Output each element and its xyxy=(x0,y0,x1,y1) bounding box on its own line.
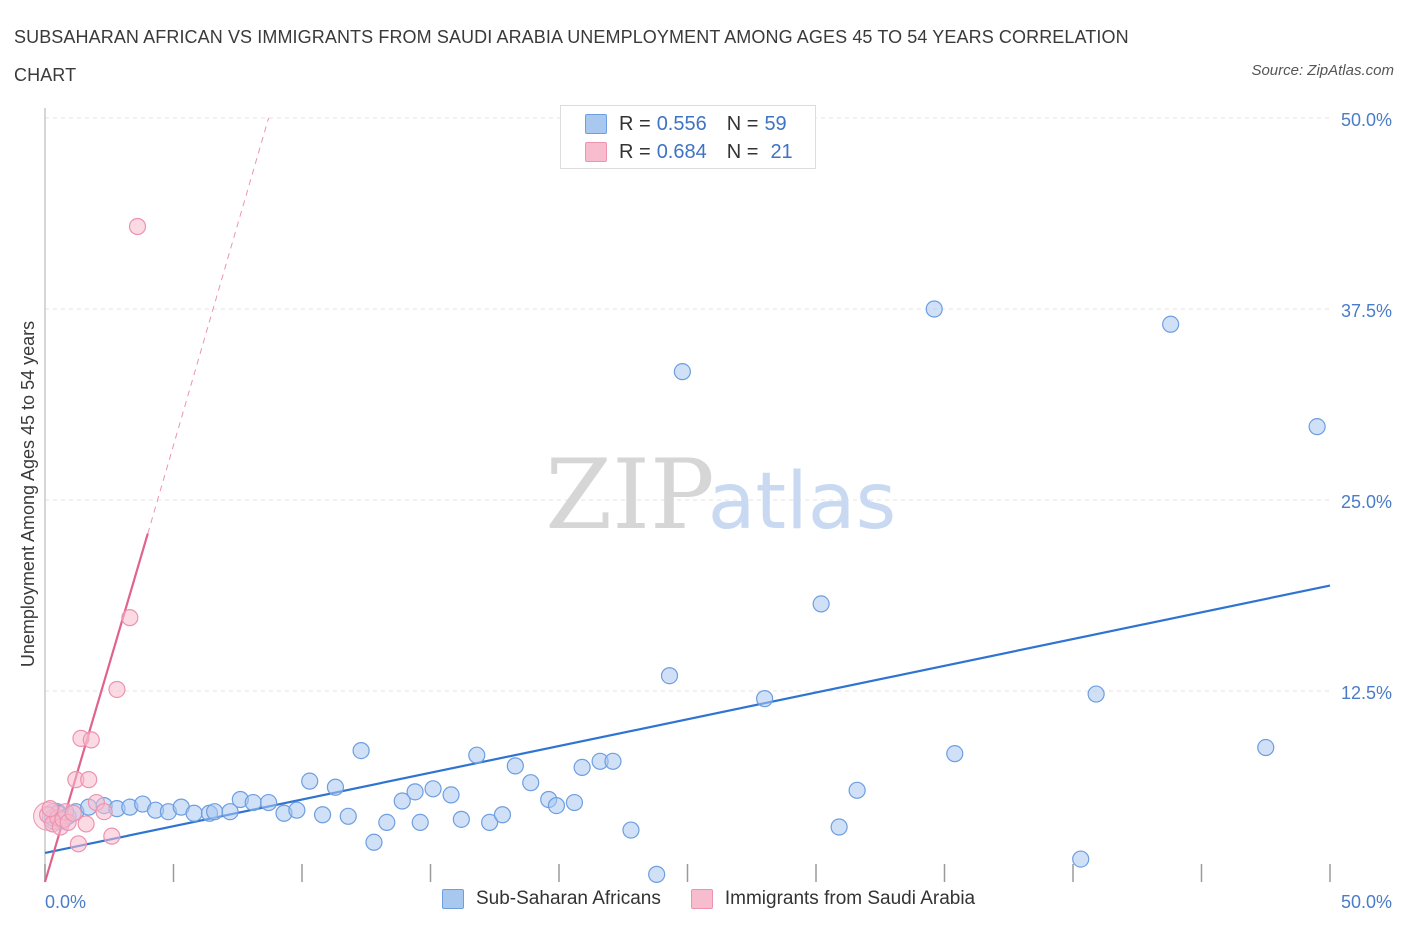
legend-r-label: R = xyxy=(619,112,651,135)
bottom-legend-label-pink: Immigrants from Saudi Arabia xyxy=(724,888,976,909)
data-point-blue[interactable] xyxy=(830,818,848,836)
watermark-atlas: atlas xyxy=(708,457,897,547)
tick-labels: 12.5% 25.0% 37.5% 50.0% 0.0% 50.0% xyxy=(45,110,1392,912)
legend-r-value: 0.556 xyxy=(656,112,707,135)
legend-row-pink: R = 0.684 N = 21 xyxy=(585,139,793,165)
watermark: ZIP atlas xyxy=(545,439,896,551)
data-point-blue[interactable] xyxy=(755,690,774,708)
data-point-blue[interactable] xyxy=(365,833,383,851)
data-point-blue[interactable] xyxy=(648,865,666,883)
data-point-pink[interactable] xyxy=(69,835,88,853)
data-point-blue[interactable] xyxy=(604,752,622,770)
data-point-pink[interactable] xyxy=(80,771,98,789)
data-point-blue[interactable] xyxy=(406,783,424,801)
data-point-blue[interactable] xyxy=(573,758,591,777)
bottom-legend-swatch-pink xyxy=(690,889,713,909)
data-point-blue[interactable] xyxy=(1257,738,1275,757)
data-point-blue[interactable] xyxy=(481,813,499,832)
data-point-blue[interactable] xyxy=(1087,685,1105,703)
data-point-blue[interactable] xyxy=(452,810,470,828)
data-point-blue[interactable] xyxy=(1072,850,1090,868)
data-point-blue[interactable] xyxy=(326,778,345,796)
data-point-blue[interactable] xyxy=(288,801,306,819)
trend-line-pink-extension xyxy=(147,117,270,534)
data-point-blue[interactable] xyxy=(378,813,396,832)
x-tick-label: 50.0% xyxy=(1341,892,1392,912)
axes xyxy=(44,108,1331,882)
y-tick-label: 37.5% xyxy=(1341,301,1392,321)
data-point-blue[interactable] xyxy=(301,772,319,790)
data-point-pink[interactable] xyxy=(108,680,126,699)
data-point-pink[interactable] xyxy=(103,827,121,845)
data-point-blue[interactable] xyxy=(622,821,640,839)
data-point-pink[interactable] xyxy=(82,731,100,749)
data-point-blue[interactable] xyxy=(946,745,964,763)
data-point-blue[interactable] xyxy=(339,807,357,825)
data-point-pink[interactable] xyxy=(95,803,113,821)
data-point-pink[interactable] xyxy=(77,815,95,833)
series-sub-saharan-africans xyxy=(41,300,1326,883)
data-point-pink[interactable] xyxy=(128,217,147,236)
data-point-blue[interactable] xyxy=(925,300,943,318)
data-point-blue[interactable] xyxy=(424,780,442,798)
data-point-pink[interactable] xyxy=(64,804,82,822)
bottom-legend-label-blue: Sub-Saharan Africans xyxy=(476,888,661,909)
data-point-blue[interactable] xyxy=(673,363,691,381)
legend-r-label: R = xyxy=(619,140,651,163)
legend-swatch-pink xyxy=(585,142,607,162)
data-point-blue[interactable] xyxy=(565,793,584,812)
bottom-legend-item-pink[interactable]: Immigrants from Saudi Arabia xyxy=(690,888,976,910)
data-point-blue[interactable] xyxy=(493,806,512,824)
data-point-blue[interactable] xyxy=(547,796,566,815)
y-axis-label: Unemployment Among Ages 45 to 54 years xyxy=(18,321,38,667)
bottom-legend-swatch-blue xyxy=(442,889,464,909)
data-point-blue[interactable] xyxy=(206,803,224,821)
legend-row-blue: R = 0.556 N = 59 xyxy=(585,111,787,137)
watermark-zip: ZIP xyxy=(545,439,714,551)
legend-n-label: N = xyxy=(726,112,759,135)
data-point-blue[interactable] xyxy=(313,806,332,824)
source-label: Source: ZipAtlas.com xyxy=(1251,62,1394,79)
grid-lines xyxy=(45,117,1330,692)
legend-n-value: 59 xyxy=(764,112,787,135)
x-tick-label: 0.0% xyxy=(45,892,86,912)
chart-title: SUBSAHARAN AFRICAN VS IMMIGRANTS FROM SA… xyxy=(14,27,1129,85)
data-point-blue[interactable] xyxy=(522,774,540,792)
data-point-blue[interactable] xyxy=(185,804,203,822)
data-point-blue[interactable] xyxy=(411,813,429,832)
data-point-blue[interactable] xyxy=(660,667,679,685)
data-point-pink[interactable] xyxy=(121,609,139,627)
data-point-blue[interactable] xyxy=(442,786,460,804)
legend-n-label: N = xyxy=(726,140,759,163)
data-point-blue[interactable] xyxy=(244,793,262,812)
data-point-blue[interactable] xyxy=(221,803,239,821)
y-tick-label: 12.5% xyxy=(1341,683,1392,703)
data-point-blue[interactable] xyxy=(468,746,486,764)
series-immigrants-saudi-arabia xyxy=(33,217,147,853)
data-point-blue[interactable] xyxy=(1162,315,1180,333)
data-point-blue[interactable] xyxy=(259,793,278,812)
data-point-blue[interactable] xyxy=(393,792,411,810)
data-point-blue[interactable] xyxy=(352,741,370,760)
bottom-legend-item-blue[interactable]: Sub-Saharan Africans xyxy=(442,888,661,910)
legend: R = 0.556 N = 59 R = 0.684 N = 21 xyxy=(560,105,816,169)
legend-swatch-blue xyxy=(585,114,607,134)
legend-n-value: 21 xyxy=(770,140,793,163)
y-tick-label: 25.0% xyxy=(1341,492,1392,512)
y-tick-label: 50.0% xyxy=(1341,110,1392,130)
data-point-blue[interactable] xyxy=(1308,418,1326,436)
legend-r-value: 0.684 xyxy=(656,140,707,163)
data-point-blue[interactable] xyxy=(848,781,866,799)
data-point-blue[interactable] xyxy=(812,595,830,613)
data-point-blue[interactable] xyxy=(506,757,524,775)
bottom-legend: Sub-Saharan Africans Immigrants from Sau… xyxy=(442,888,1005,910)
data-point-pink[interactable] xyxy=(41,800,59,818)
